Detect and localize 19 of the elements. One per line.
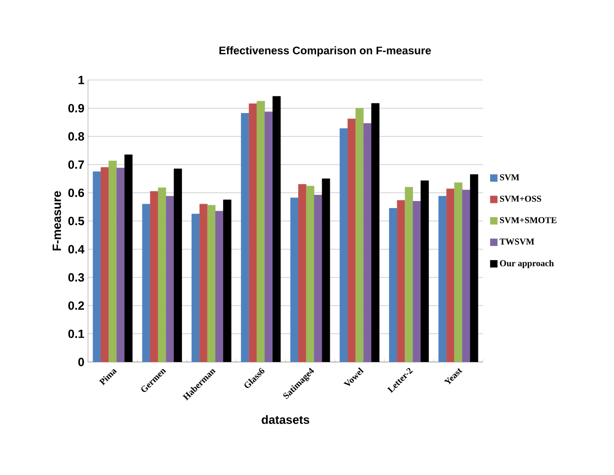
legend-label: SVM+OSS [500,196,542,202]
legend-label: Our approach [500,260,554,268]
y-tick-label: 0.9 [68,104,84,112]
y-tick-label: 0.3 [68,273,84,282]
y-tick-label: 0.6 [68,188,84,198]
y-tick-label: 0.1 [68,330,84,338]
y-tick-label: 0.2 [68,301,84,310]
x-axis-title: datasets [262,415,310,424]
y-tick-label: 0.4 [68,244,84,254]
legend-label: SVM [500,174,520,180]
legend-label: TWSVM [500,238,534,245]
y-axis-title: F-measure [52,191,62,250]
y-tick-label: 0 [78,358,84,366]
y-tick-label: 1 [78,76,84,84]
y-tick-label: 0.5 [68,216,84,226]
chart-title: Effectiveness Comparison on F-measure [219,46,431,56]
legend-label: SVM+SMOTE [500,217,556,224]
y-tick-label: 0.7 [68,160,84,169]
y-tick-label: 0.8 [68,132,84,141]
